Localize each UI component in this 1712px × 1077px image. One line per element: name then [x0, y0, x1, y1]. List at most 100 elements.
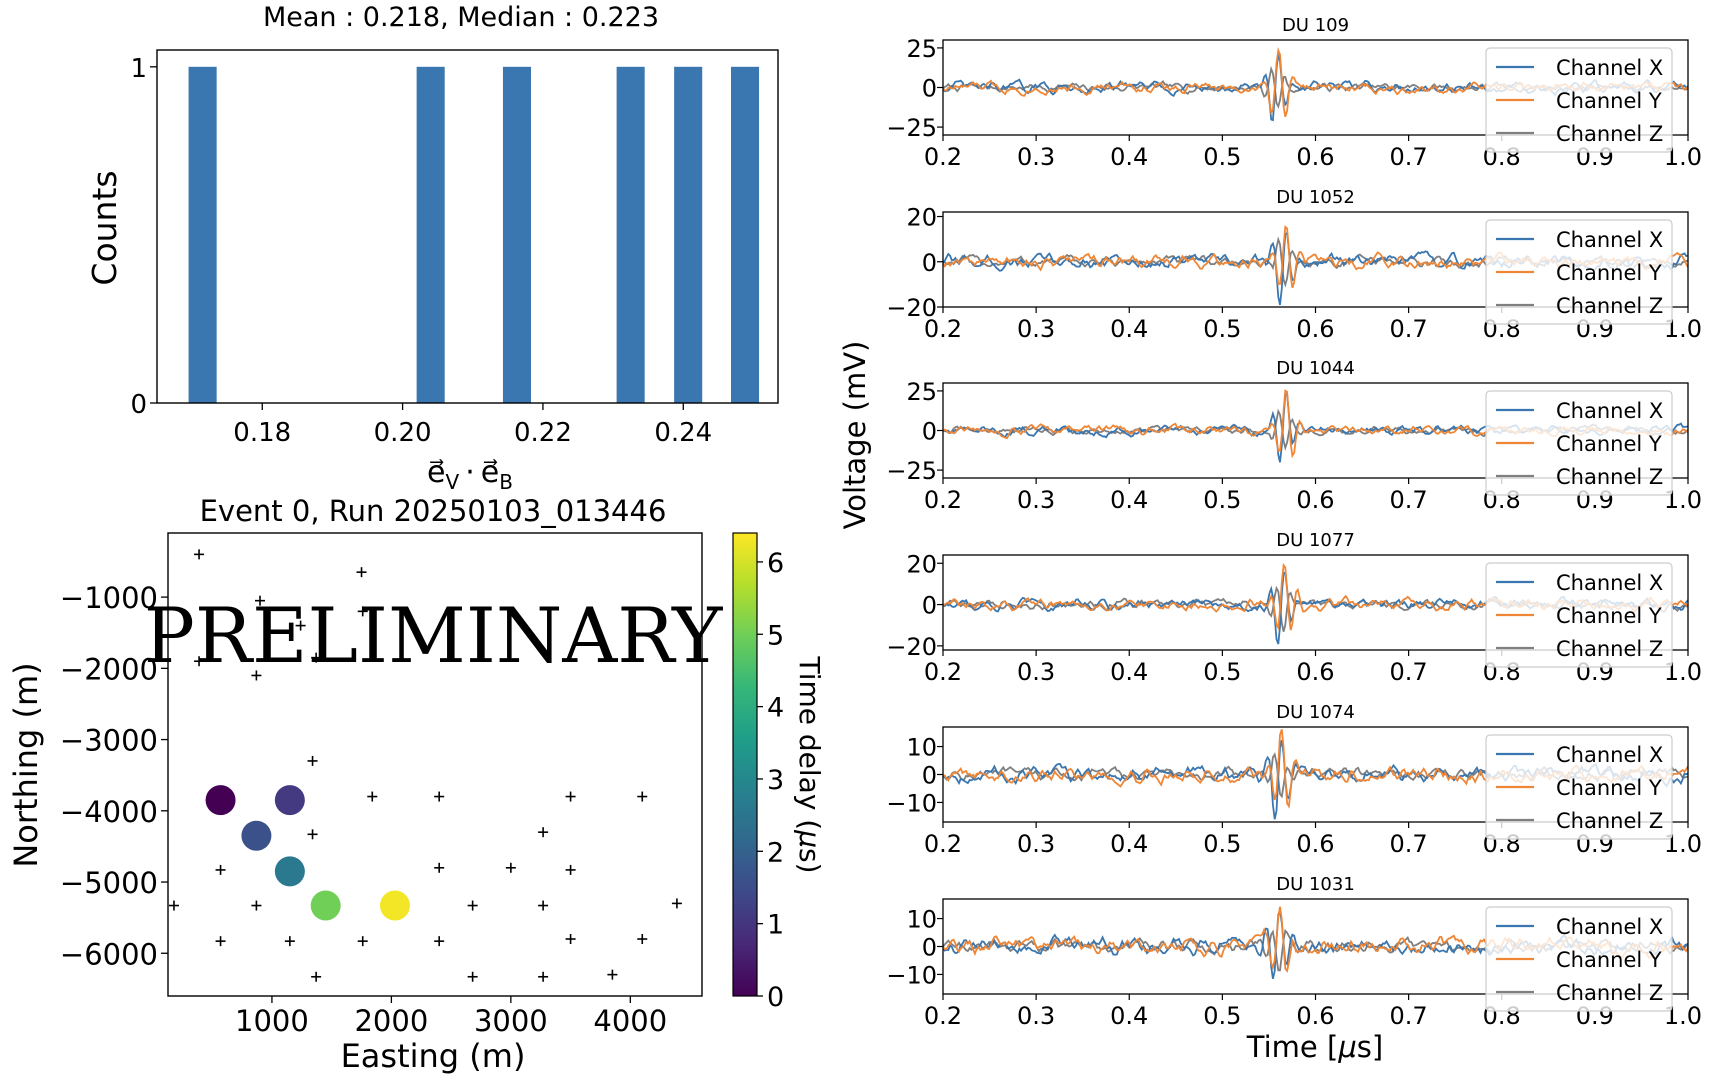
hist-y-ticks: 01 — [130, 54, 157, 420]
trace-panel-title: DU 1052 — [1276, 187, 1355, 208]
station-map-chart: Event 0, Run 20250103_013446 PRELIMINARY… — [7, 494, 826, 1075]
legend-label: Channel X — [1556, 915, 1663, 939]
map-frame — [167, 532, 703, 997]
legend-label: Channel X — [1556, 571, 1663, 595]
station-marker — [194, 549, 205, 560]
trace-xtick-label: 0.6 — [1296, 1002, 1334, 1030]
legend-label: Channel X — [1556, 399, 1663, 423]
trace-xtick-label: 0.5 — [1203, 830, 1241, 858]
colorbar-tick-label: 4 — [767, 693, 784, 724]
triggered-station — [241, 820, 272, 851]
legend-label: Channel Z — [1556, 294, 1663, 318]
trace-xtick-label: 0.7 — [1390, 486, 1428, 514]
triggered-station — [379, 890, 410, 921]
map-xtick-label: 4000 — [593, 1004, 667, 1038]
station-marker — [607, 969, 618, 980]
trace-xtick-label: 0.6 — [1296, 143, 1334, 171]
station-marker — [434, 791, 445, 802]
station-marker — [356, 567, 367, 578]
station-marker — [538, 900, 549, 911]
trace-xtick-label: 0.3 — [1017, 1002, 1055, 1030]
histogram-chart: Mean : 0.218, Median : 0.223 0.18 0.20 0.2… — [85, 2, 779, 494]
trace-ytick-label: 0 — [922, 418, 937, 446]
trace-xtick-label: 0.7 — [1390, 1002, 1428, 1030]
station-marker — [295, 620, 306, 631]
trace-ytick-label: −20 — [886, 633, 937, 661]
trace-legend: Channel X Channel Y Channel Z — [1485, 390, 1673, 496]
legend-label: Channel Z — [1556, 809, 1663, 833]
station-marker — [467, 900, 478, 911]
station-marker — [367, 791, 378, 802]
station-marker — [168, 900, 179, 911]
legend-box — [1485, 390, 1673, 496]
trace-xtick-label: 0.7 — [1390, 830, 1428, 858]
trace-panel-title: DU 1074 — [1276, 702, 1355, 723]
colorbar-tick-label: 6 — [767, 548, 784, 579]
hist-xtick-label: 0.20 — [374, 418, 432, 448]
hist-bar — [730, 66, 760, 404]
trace-panel-title: DU 1044 — [1276, 358, 1355, 379]
trace-ytick-label: 20 — [906, 550, 937, 578]
trace-ytick-label: 20 — [906, 204, 937, 232]
hist-frame — [156, 49, 779, 404]
legend-box — [1485, 47, 1673, 153]
map-xtick-label: 2000 — [354, 1004, 428, 1038]
trace-xtick-label: 0.7 — [1390, 315, 1428, 343]
station-marker — [194, 656, 205, 667]
legend-label: Channel X — [1556, 56, 1663, 80]
trace-xtick-label: 0.3 — [1017, 658, 1055, 686]
hist-bar — [502, 66, 532, 404]
legend-label: Channel Z — [1556, 465, 1663, 489]
trace-xtick-label: 0.4 — [1110, 143, 1148, 171]
trace-xtick-label: 0.5 — [1203, 315, 1241, 343]
trace-ytick-label: 0 — [922, 249, 937, 277]
trace-xtick-label: 0.5 — [1203, 658, 1241, 686]
station-marker — [434, 936, 445, 947]
trace-xtick-label: 0.4 — [1110, 658, 1148, 686]
trace-ytick-label: 0 — [922, 934, 937, 962]
hist-bars — [188, 66, 760, 404]
station-marker — [307, 829, 318, 840]
map-ytick-label: −3000 — [60, 724, 158, 758]
colorbar-tick-label: 0 — [767, 982, 784, 1013]
station-marker — [637, 934, 648, 945]
trace-ytick-label: 0 — [922, 762, 937, 790]
trace-xtick-label: 0.3 — [1017, 315, 1055, 343]
traces-ylabel: Voltage (mV) — [838, 341, 872, 530]
legend-label: Channel Z — [1556, 122, 1663, 146]
triggered-station — [274, 785, 305, 816]
station-marker — [565, 864, 576, 875]
hist-bar — [616, 66, 645, 404]
trace-panel-title: DU 1077 — [1276, 530, 1355, 551]
legend-label: Channel Z — [1556, 637, 1663, 661]
legend-box — [1485, 734, 1673, 840]
trace-xtick-label: 0.4 — [1110, 486, 1148, 514]
trace-xtick-label: 0.6 — [1296, 486, 1334, 514]
map-ytick-label: −5000 — [60, 866, 158, 900]
station-marker — [311, 652, 322, 663]
station-marker — [254, 595, 265, 606]
station-marker — [357, 606, 368, 617]
trace-xtick-label: 0.6 — [1296, 315, 1334, 343]
trace-xtick-label: 0.4 — [1110, 315, 1148, 343]
station-marker — [357, 936, 368, 947]
map-ytick-label: −4000 — [60, 795, 158, 829]
trace-panel-title: DU 1031 — [1276, 874, 1355, 895]
map-xtick-label: 1000 — [235, 1004, 309, 1038]
station-marker — [565, 934, 576, 945]
map-ylabel: Northing (m) — [7, 662, 45, 867]
colorbar-tick-label: 3 — [767, 765, 784, 796]
trace-xtick-label: 0.5 — [1203, 143, 1241, 171]
trace-ytick-label: −10 — [886, 961, 937, 989]
station-marker — [434, 862, 445, 873]
trace-panel-title: DU 109 — [1282, 15, 1349, 36]
legend-label: Channel Y — [1556, 89, 1662, 113]
legend-label: Channel X — [1556, 228, 1663, 252]
trace-ytick-label: 10 — [906, 734, 937, 762]
trace-xtick-label: 0.7 — [1390, 658, 1428, 686]
